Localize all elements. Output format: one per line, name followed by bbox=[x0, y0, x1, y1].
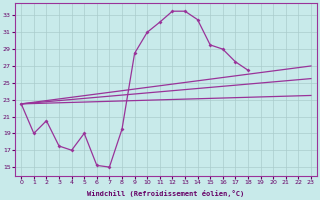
X-axis label: Windchill (Refroidissement éolien,°C): Windchill (Refroidissement éolien,°C) bbox=[87, 190, 245, 197]
